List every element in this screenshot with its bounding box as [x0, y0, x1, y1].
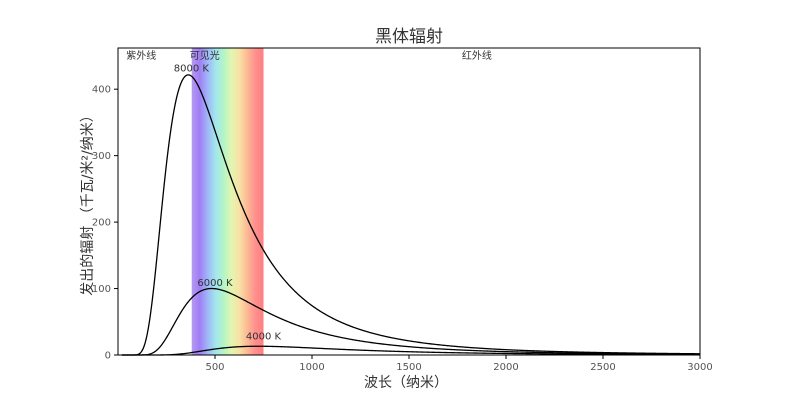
y-axis: 0 100 200 300 400 — [92, 85, 118, 362]
x-tick-label: 1000 — [299, 362, 324, 373]
region-label-visible: 可见光 — [190, 49, 220, 62]
y-tick-label: 400 — [92, 85, 111, 96]
y-tick-label: 0 — [105, 351, 111, 362]
x-tick-label: 2000 — [493, 362, 518, 373]
x-axis: 500 1000 1500 2000 2500 3000 — [205, 355, 713, 373]
curves: 8000 K 6000 K 4000 K — [121, 63, 700, 356]
curve-label-6000k: 6000 K — [197, 278, 233, 289]
curve-label-4000k: 4000 K — [246, 332, 282, 343]
x-tick-label: 500 — [205, 362, 224, 373]
x-tick-label: 2500 — [590, 362, 615, 373]
x-axis-label: 波长（纳米） — [364, 375, 448, 391]
curve-8000k — [121, 74, 700, 356]
region-label-ultraviolet: 紫外线 — [126, 49, 156, 62]
y-axis-label: 发出的辐射 （千瓦/米²/纳米） — [80, 108, 96, 296]
y-tick-label: 200 — [92, 218, 111, 229]
y-tick-label: 300 — [92, 151, 111, 162]
x-tick-label: 3000 — [687, 362, 712, 373]
chart-title: 黑体辐射 — [375, 27, 443, 47]
curve-label-8000k: 8000 K — [174, 63, 210, 74]
y-tick-label: 100 — [92, 284, 111, 295]
region-label-infrared: 红外线 — [462, 49, 492, 62]
curve-4000k — [121, 345, 700, 356]
curve-6000k — [121, 287, 700, 356]
x-tick-label: 1500 — [396, 362, 421, 373]
annotations: 紫外线 可见光 红外线 — [126, 49, 492, 62]
